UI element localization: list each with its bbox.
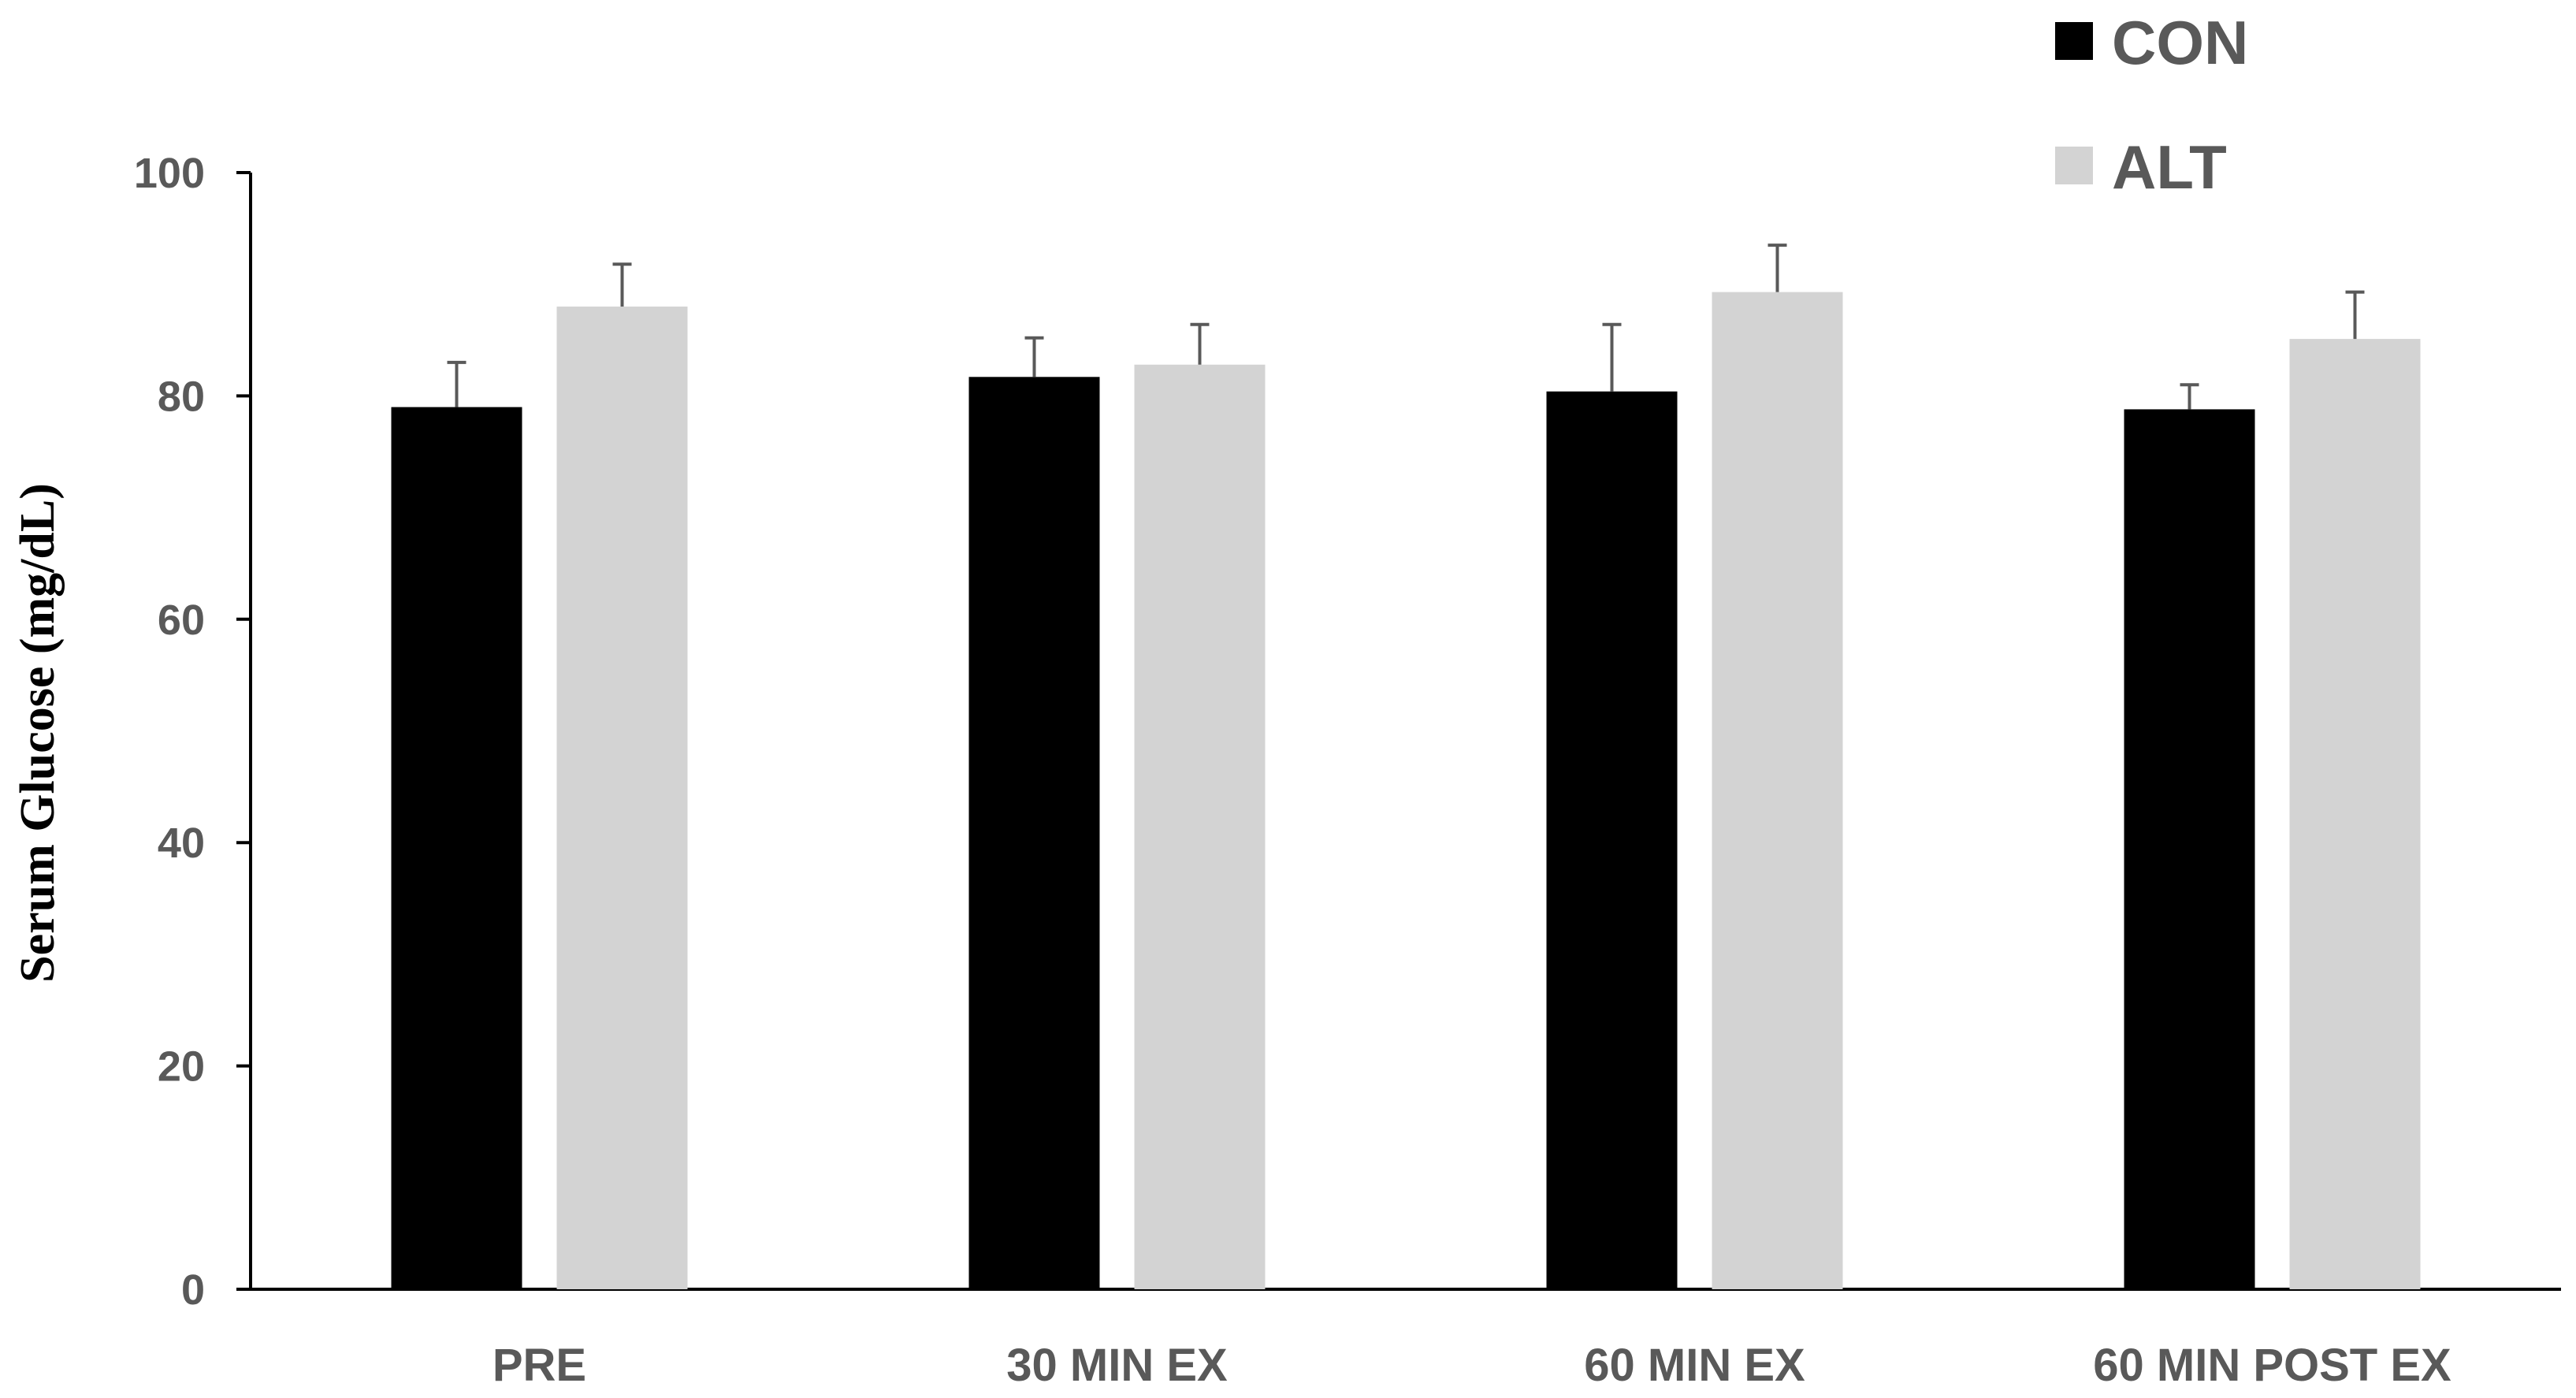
bar-alt-30-min-ex bbox=[1134, 364, 1266, 1289]
bar-alt-60-min-post-ex bbox=[2289, 339, 2421, 1289]
y-tick-label: 0 bbox=[181, 1266, 205, 1314]
bar-con-60-min-post-ex bbox=[2124, 409, 2255, 1289]
bars bbox=[391, 292, 2421, 1290]
x-category-label: PRE bbox=[493, 1340, 586, 1391]
x-axis-labels: PRE 30 MIN EX 60 MIN EX 60 MIN POST EX bbox=[493, 1340, 2451, 1391]
y-tick-label: 60 bbox=[158, 597, 205, 644]
bar-con-30-min-ex bbox=[968, 377, 1100, 1289]
y-tick-label: 80 bbox=[158, 373, 205, 420]
error-bars bbox=[447, 244, 2365, 410]
x-category-label: 30 MIN EX bbox=[1006, 1340, 1228, 1391]
y-tick-label: 40 bbox=[158, 820, 205, 867]
y-tick-label: 100 bbox=[134, 150, 205, 197]
bar-con-60-min-ex bbox=[1546, 391, 1678, 1290]
y-axis-title: Serum Glucose (mg/dL) bbox=[11, 483, 65, 983]
legend-swatch-alt bbox=[2055, 147, 2093, 184]
legend-swatch-con bbox=[2055, 22, 2093, 60]
legend: CON ALT bbox=[2055, 8, 2248, 202]
x-category-label: 60 MIN POST EX bbox=[2093, 1340, 2451, 1391]
x-category-label: 60 MIN EX bbox=[1584, 1340, 1805, 1391]
bar-alt-pre bbox=[556, 307, 688, 1289]
bar-alt-60-min-ex bbox=[1712, 292, 1843, 1289]
legend-label-con: CON bbox=[2112, 8, 2248, 77]
legend-label-alt: ALT bbox=[2112, 132, 2227, 202]
y-axis-title-group: Serum Glucose (mg/dL) bbox=[11, 483, 65, 983]
y-tick-label: 20 bbox=[158, 1043, 205, 1091]
bar-con-pre bbox=[391, 407, 522, 1289]
